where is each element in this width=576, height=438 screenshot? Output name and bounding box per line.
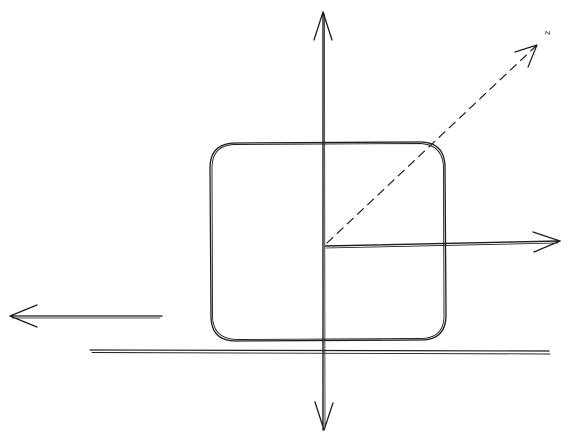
z-axis-dashed: z <box>326 31 552 244</box>
down-arrowhead <box>314 401 334 431</box>
left-arrow <box>9 304 163 328</box>
z-arrowhead <box>514 44 538 68</box>
z-axis-label: z <box>543 31 552 35</box>
horizontal-axis-positive-x <box>324 231 561 253</box>
vertical-axis <box>313 11 334 431</box>
up-arrowhead <box>313 11 333 41</box>
left-arrowhead <box>9 304 38 328</box>
right-arrowhead <box>532 231 561 253</box>
rounded-square <box>209 141 447 342</box>
ground-line <box>89 349 551 355</box>
